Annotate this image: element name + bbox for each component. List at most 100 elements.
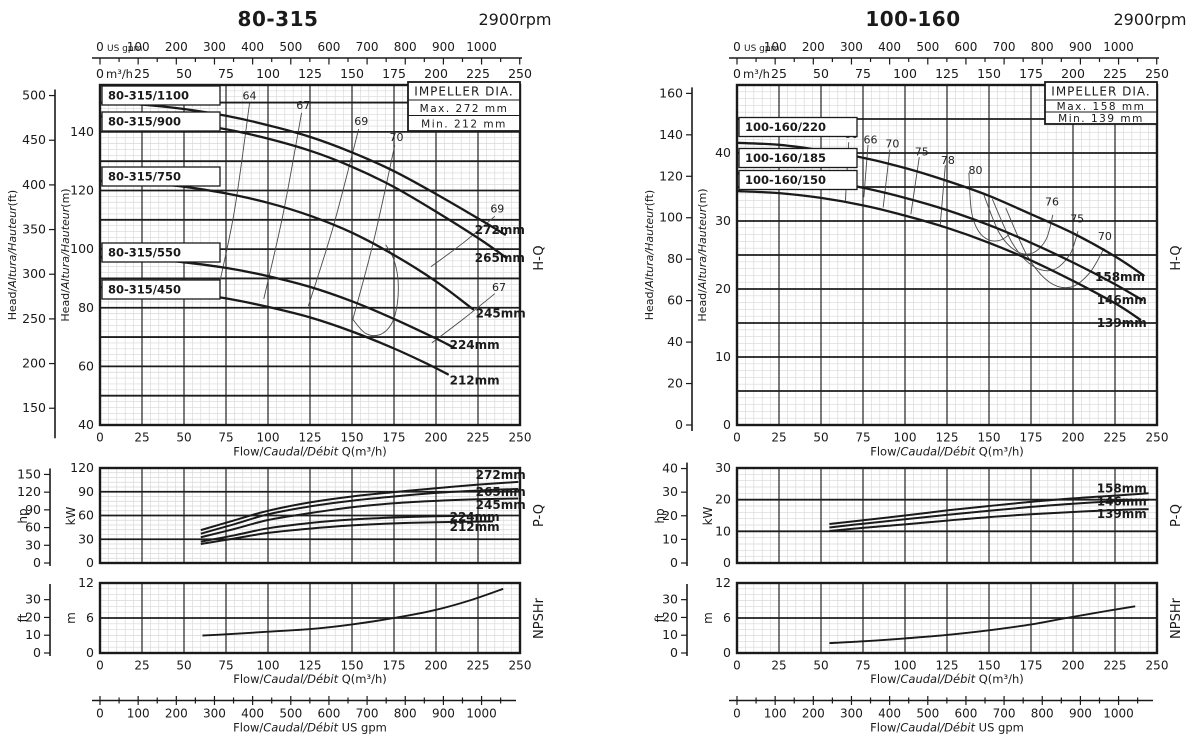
flow-tick-label: 50 <box>176 659 191 673</box>
efficiency-line-64 <box>217 103 250 292</box>
efficiency-line-76 <box>983 194 1054 255</box>
plot-border <box>735 83 1159 427</box>
curve-label-box <box>101 279 221 300</box>
efficiency-label: 66 <box>864 133 878 146</box>
npshr-ft-tick-label: 10 <box>25 627 41 642</box>
flow-tick-label: 75 <box>218 431 233 445</box>
hq-bottom-axis-labels: 0 25 50 75 100 125 150 175 200 225 250 Flow/Caudal/… <box>96 431 531 459</box>
m3h-tick-label: 200 <box>1061 66 1085 81</box>
head-m-axis-title: Head/Altura/Hauteur(m) <box>696 188 709 321</box>
gpm-tick-label: 1000 <box>466 707 497 721</box>
head-ft-axis-title: Head/Altura/Hauteur(ft) <box>6 190 19 320</box>
efficiency-line-contour <box>352 244 399 337</box>
npshr-panel <box>735 581 1159 655</box>
impeller-table-header: IMPELLER DIA. <box>414 85 513 99</box>
npshr-ft-tick-label: 20 <box>662 609 678 624</box>
head-m-tick-label: 140 <box>70 124 94 139</box>
efficiency-label: 70 <box>1098 230 1112 243</box>
gpm-unit-label: US gpm <box>107 44 142 54</box>
efficiency-label: 80 <box>969 164 983 177</box>
flow-axis-title: Flow/Caudal/Débit Q(m³/h) <box>233 672 387 686</box>
head-ft-tick-label: 200 <box>22 356 46 371</box>
m3h-tick-label: 225 <box>466 66 490 81</box>
flow-tick-label: 75 <box>855 431 870 445</box>
hq-panel-label: H-Q <box>532 245 547 270</box>
head-ft-tick-label: 500 <box>22 88 46 103</box>
npshr-m-tick-label: 6 <box>86 610 94 625</box>
chart-canvas-100-160: 606670757880767570100-160/220158mm100-16… <box>643 40 1184 735</box>
plot-border <box>735 581 1159 655</box>
pq-curve-272mm <box>200 480 519 532</box>
gpm-tick-label: 200 <box>165 707 188 721</box>
curve-label: 80-315/550 <box>108 246 181 260</box>
hp-tick-label: 90 <box>25 502 41 517</box>
npshr-m-tick-label: 0 <box>86 645 94 660</box>
hq-curve-80-315-450 <box>98 286 449 376</box>
flow-tick-label: 125 <box>299 659 322 673</box>
npshr-m-tick-label: 12 <box>78 575 94 590</box>
kw-tick-label: 10 <box>715 523 731 538</box>
npshr-ft-tick-label: 30 <box>662 592 678 607</box>
kw-unit-label: kW <box>701 506 715 525</box>
flow-tick-label: 150 <box>978 431 1001 445</box>
impeller-diameter-label: 158mm <box>1095 270 1145 284</box>
kw-unit-label: kW <box>64 506 78 525</box>
flow-tick-label: 175 <box>1020 431 1043 445</box>
curve-label-box <box>738 147 858 169</box>
gpm-axis-title: Flow/Caudal/Débit US gpm <box>870 721 1024 735</box>
power-curve-label: 272mm <box>476 468 526 482</box>
flow-tick-label: 25 <box>134 659 149 673</box>
efficiency-label: 67 <box>492 281 506 294</box>
gpm-tick-label: 0 <box>733 707 741 721</box>
impeller-min-label: Min. 139 mm <box>1058 113 1144 125</box>
gpm-tick-label: 1000 <box>1103 40 1134 54</box>
hp-tick-label: 60 <box>25 520 41 535</box>
flow-tick-label: 200 <box>425 431 448 445</box>
hq-bottom-axis-labels: 0 25 50 75 100 125 150 175 200 225 250 Flow/Caudal/… <box>733 431 1168 459</box>
gpm-tick-label: 0 <box>733 40 741 54</box>
head-ft-tick-label: 140 <box>659 127 683 142</box>
pq-curve-139mm <box>829 508 1149 533</box>
head-m-tick-label: 0 <box>723 417 731 432</box>
gpm-unit-label: US gpm <box>744 44 779 54</box>
flow-tick-label: 25 <box>134 431 149 445</box>
head-m-tick-label: 60 <box>78 358 94 373</box>
npshr-curve <box>202 587 504 637</box>
m3h-tick-label: 150 <box>340 66 364 81</box>
curve-label: 80-315/1100 <box>108 89 189 103</box>
power-curve-label: 265mm <box>476 485 526 499</box>
gpm-tick-label: 1000 <box>1103 707 1134 721</box>
hp-tick-label: 40 <box>662 461 678 476</box>
efficiency-label: 75 <box>915 146 929 159</box>
efficiency-line-75 <box>991 199 1079 272</box>
impeller-diameter-label: 139mm <box>1097 316 1147 330</box>
m3h-tick-label: 100 <box>256 66 280 81</box>
npshr-m-tick-label: 6 <box>723 610 731 625</box>
gpm-tick-label: 800 <box>1031 40 1054 54</box>
curve-label: 80-315/450 <box>108 283 181 297</box>
gpm-tick-label: 700 <box>993 40 1016 54</box>
head-ft-tick-label: 20 <box>667 376 683 391</box>
impeller-dia-table: IMPELLER DIA. Max. 272 mm Min. 212 mm <box>407 81 521 132</box>
gpm-tick-label: 900 <box>432 707 455 721</box>
gpm-tick-label: 800 <box>1031 707 1054 721</box>
panel-name-labels: H-Q P-Q NPSHr <box>1169 245 1184 639</box>
m3h-tick-label: 250 <box>1145 66 1169 81</box>
flow-tick-label: 250 <box>509 431 532 445</box>
gpm-tick-label: 200 <box>165 40 188 54</box>
gpm-tick-label: 1000 <box>466 40 497 54</box>
gpm-tick-label: 400 <box>878 40 901 54</box>
flow-tick-label: 0 <box>96 431 104 445</box>
flow-tick-label: 175 <box>1020 659 1043 673</box>
head-ft-tick-label: 80 <box>667 251 683 266</box>
gpm-tick-label: 500 <box>279 40 302 54</box>
efficiency-label: 69 <box>490 203 504 216</box>
flow-tick-label: 50 <box>176 431 191 445</box>
impeller-diameter-label: 224mm <box>450 338 500 352</box>
ft-unit-label: ft <box>16 613 30 622</box>
gpm-tick-label: 500 <box>279 707 302 721</box>
efficiency-line-69 <box>430 215 496 268</box>
m3h-tick-label: 25 <box>134 66 150 81</box>
m3h-tick-label: 175 <box>382 66 406 81</box>
